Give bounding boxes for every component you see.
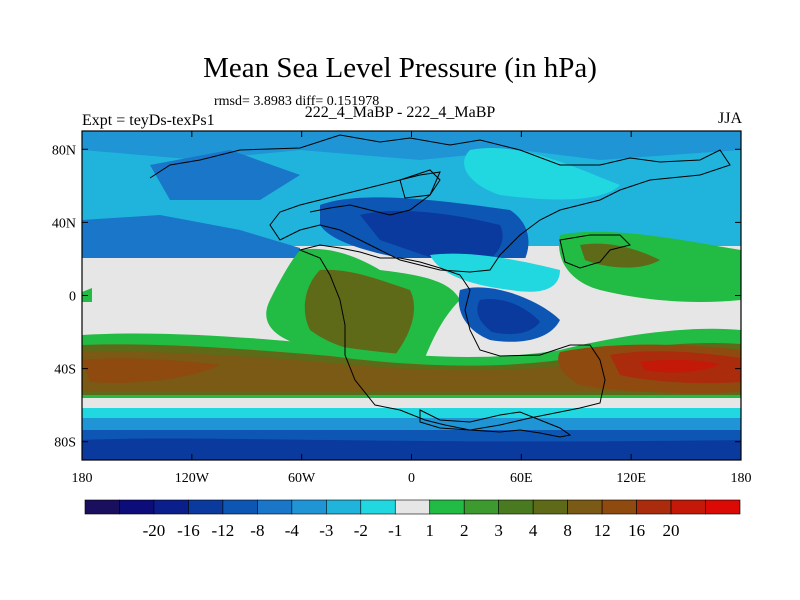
field-south-neutral [82,398,741,408]
field-sw-brown [82,358,220,383]
field-south-blue1 [82,418,741,430]
colorbar-box [498,499,534,515]
colorbar-label: -20 [143,521,166,540]
field-cyan-arctic [464,148,620,200]
colorbar-box [601,499,637,515]
colorbar-label: 20 [663,521,680,540]
season-label: JJA [717,110,742,127]
colorbar-label: -3 [319,521,333,540]
colorbar-box [429,499,465,515]
colorbar-box [84,499,120,515]
field-asia-low-core [360,210,503,268]
coastline-south-continent [298,244,606,431]
lon-tick-label: 60W [288,471,316,486]
lon-tick-label: 0 [408,471,415,486]
lon-tick-label: 120W [175,471,210,486]
map-field [82,131,741,460]
colorbar-label: 3 [494,521,503,540]
colorbar-label: -1 [388,521,402,540]
colorbar-label: -8 [250,521,264,540]
colorbar-box [670,499,706,515]
colorbar-box [567,499,603,515]
field-nw-blue [82,215,300,258]
latitude-axis: 80N 40N 0 40S 80S [52,143,741,451]
coastline-northeast [559,234,631,269]
stats-label: rmsd= 3.8983 diff= 0.151978 [214,94,380,109]
plot-title: Mean Sea Level Pressure (in hPa) [203,52,597,84]
colorbar-label: -2 [354,521,368,540]
colorbar-label: 4 [529,521,538,540]
lon-tick-label: 120E [616,471,646,486]
lat-tick-label: 80N [52,143,76,158]
field-atlantic-brown [304,269,415,355]
colorbar-box [394,499,431,515]
coastline-antarctic-lobe [419,409,572,438]
comparison-label: 222_4_MaBP - 222_4_MaBP [304,104,496,121]
colorbar-box [153,499,189,515]
lat-tick-label: 80S [54,436,76,451]
colorbar-label: 2 [460,521,469,540]
colorbar-label: 1 [425,521,434,540]
colorbar-label: 12 [594,521,611,540]
colorbar-box [463,499,499,515]
colorbar-box [222,499,258,515]
lon-tick-label: 60E [510,471,533,486]
colorbar: -20 -16 -12 -8 -4 -3 -2 -1 1 2 3 4 8 12 16 20 [84,499,741,540]
coastlines [149,134,731,438]
colorbar-box [119,499,155,515]
field-south-cyan [82,408,741,418]
lat-tick-label: 40S [54,363,76,378]
colorbar-box [705,499,741,515]
colorbar-box [291,499,327,515]
field-se-max [640,359,720,373]
colorbar-box [532,499,568,515]
colorbar-box [188,499,224,515]
field-asia-cyan [430,253,560,292]
coastline-arctic-island [399,169,441,199]
colorbar-label: -16 [177,521,200,540]
colorbar-box [257,499,293,515]
lat-tick-label: 40N [52,216,76,231]
colorbar-box [636,499,672,515]
longitude-axis: 180 120W 60W 0 60E 120E 180 [72,131,752,486]
colorbar-label: -4 [285,521,300,540]
colorbar-label: -12 [212,521,235,540]
lon-tick-label: 180 [72,471,93,486]
lon-tick-label: 180 [731,471,752,486]
field-south-blue3 [82,438,741,460]
colorbar-label: 8 [563,521,572,540]
field-north-cyan [82,131,741,160]
colorbar-label: 16 [628,521,645,540]
colorbar-box [360,499,396,515]
field-indian-low-core [477,299,540,335]
experiment-label: Expt = teyDs-texPs1 [82,112,215,129]
lat-tick-label: 0 [69,290,76,305]
colorbar-box [326,499,362,515]
